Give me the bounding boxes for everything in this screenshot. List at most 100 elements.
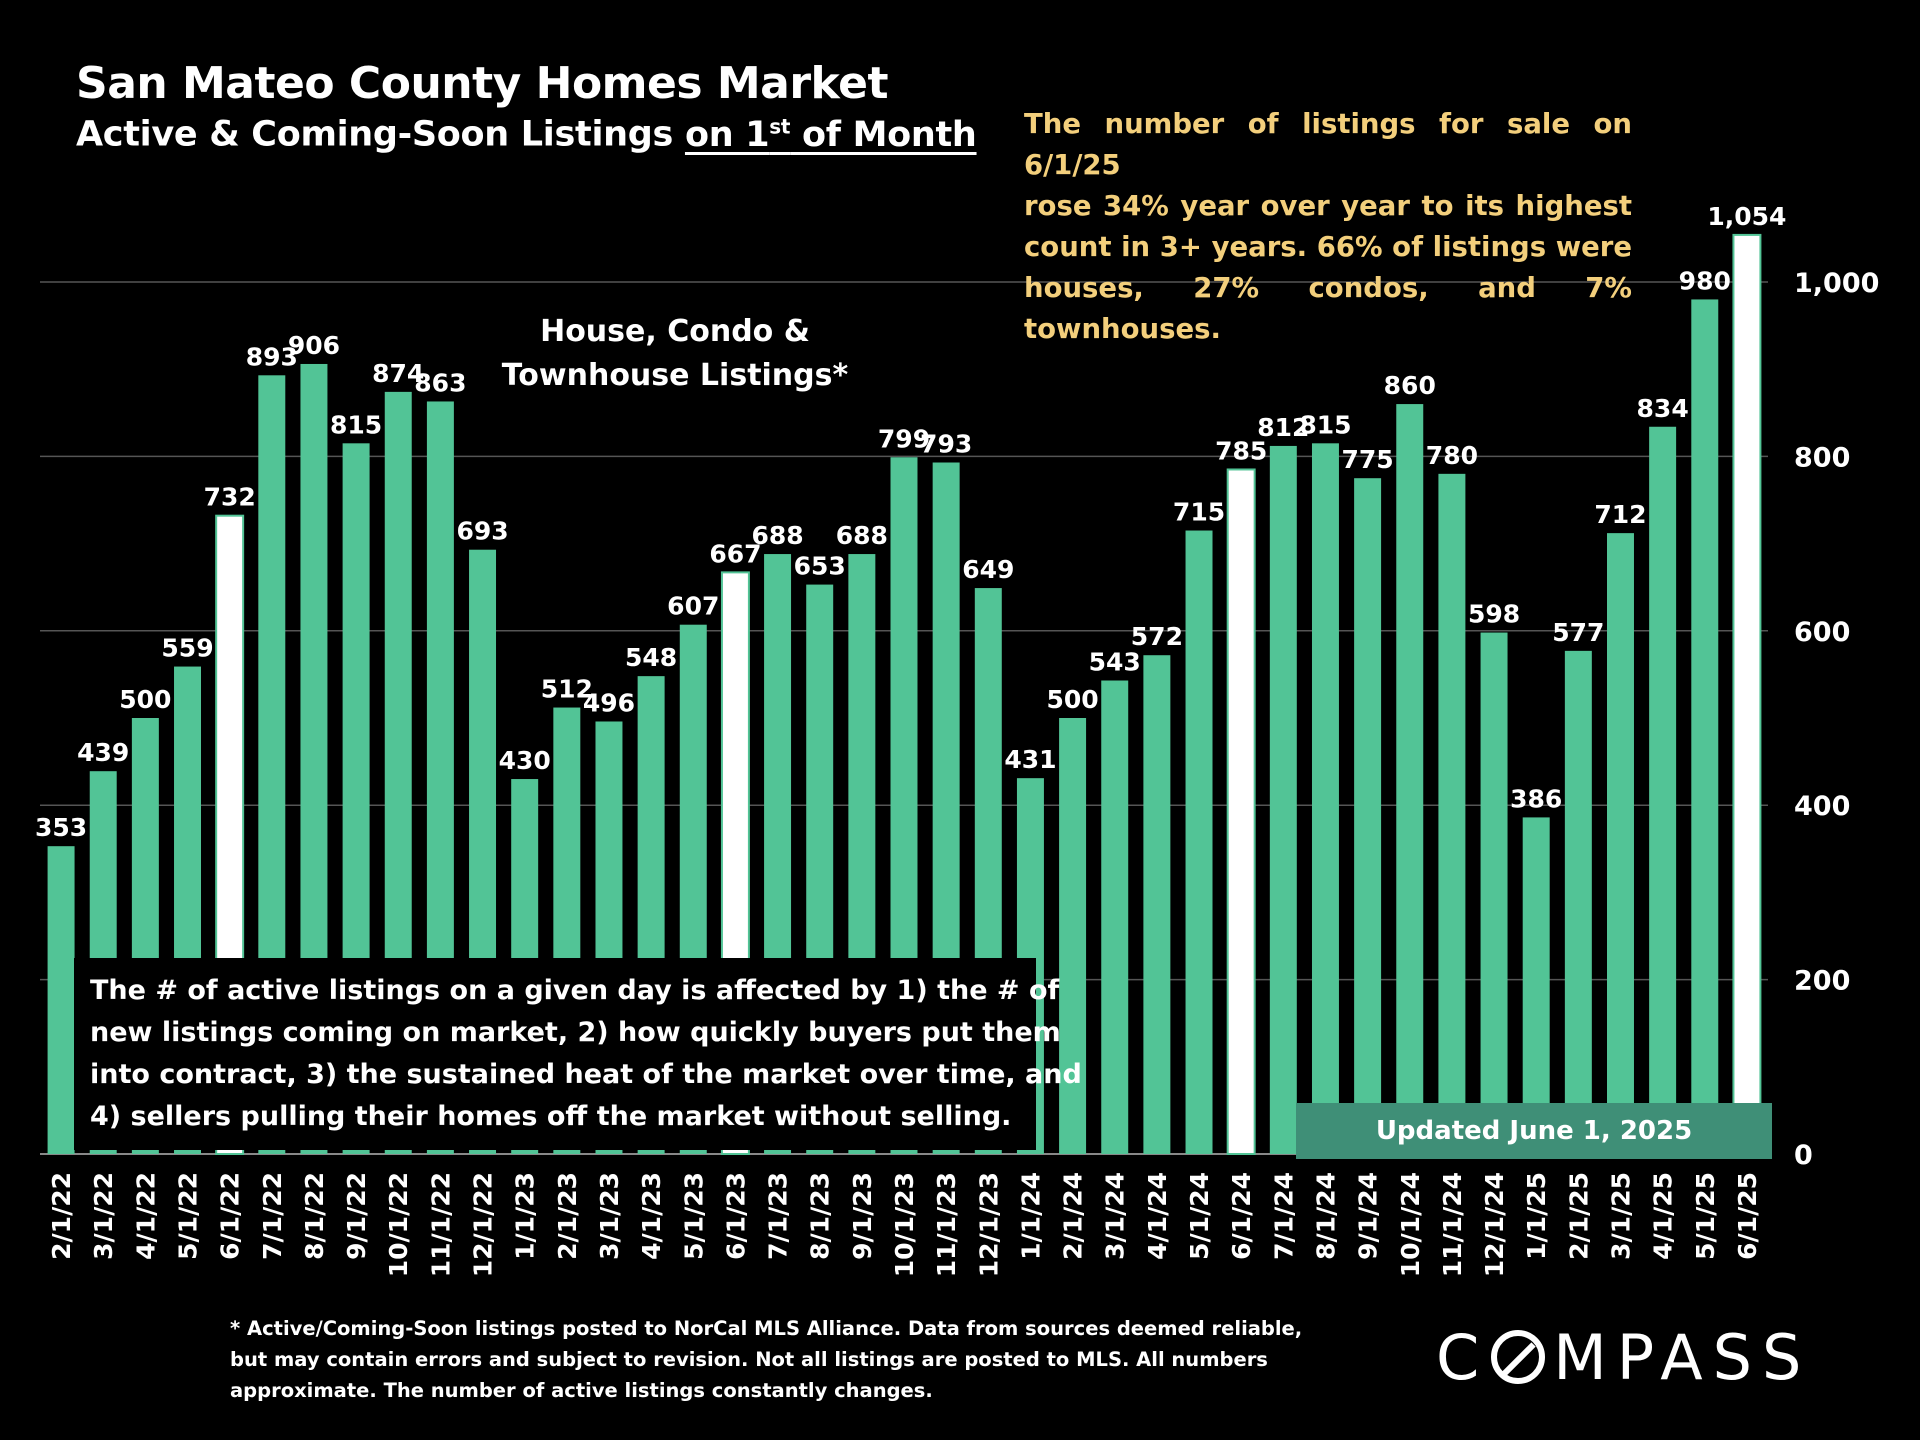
bar [1564, 650, 1592, 1154]
data-label: 667 [709, 539, 761, 568]
x-tick-label: 8/1/22 [300, 1172, 329, 1260]
data-label: 860 [1384, 371, 1436, 400]
subtitle-lead: Active & Coming-Soon Listings [76, 114, 685, 155]
bar [1101, 680, 1129, 1154]
data-label: 500 [119, 685, 171, 714]
bar [1226, 468, 1256, 1156]
data-label: 512 [541, 675, 593, 704]
x-tick-label: 3/1/24 [1101, 1172, 1130, 1260]
x-tick-label: 5/1/23 [679, 1172, 708, 1260]
x-tick-label: 6/1/24 [1227, 1172, 1256, 1260]
y-tick-label: 1,000 [1794, 268, 1879, 299]
subtitle-sup: st [769, 114, 791, 138]
callout-text: The number of listings for sale on 6/1/2… [1024, 104, 1632, 350]
bar [1396, 404, 1424, 1155]
data-label: 712 [1594, 500, 1646, 529]
callout-line: rose 34% year over year to its highest [1024, 190, 1632, 222]
x-tick-label: 3/1/23 [595, 1172, 624, 1260]
data-label: 598 [1468, 600, 1520, 629]
x-tick-label: 7/1/23 [764, 1172, 793, 1260]
data-label: 906 [288, 331, 340, 360]
y-tick-label: 200 [1794, 966, 1850, 997]
bar [1269, 445, 1297, 1154]
x-tick-label: 9/1/23 [848, 1172, 877, 1260]
logo-o-mark [1491, 1330, 1546, 1384]
bar [1143, 655, 1171, 1154]
data-label: 431 [1004, 745, 1056, 774]
series-label: House, Condo & Townhouse Listings* [480, 310, 870, 398]
data-label: 430 [499, 746, 551, 775]
x-tick-label: 2/1/22 [47, 1172, 76, 1260]
footnote-line: approximate. The number of active listin… [230, 1379, 933, 1402]
callout-line: count in 3+ years. 66% of listings were [1024, 231, 1632, 263]
x-tick-label: 1/1/24 [1016, 1172, 1045, 1260]
bar [1438, 473, 1466, 1155]
bar [47, 846, 75, 1154]
data-label: 793 [920, 430, 972, 459]
x-tick-label: 1/1/25 [1522, 1172, 1551, 1260]
x-tick-label: 7/1/24 [1269, 1172, 1298, 1260]
updated-badge: Updated June 1, 2025 [1296, 1103, 1772, 1159]
chart-title: San Mateo County Homes Market [76, 58, 889, 109]
x-tick-label: 2/1/24 [1059, 1172, 1088, 1260]
data-label: 799 [878, 424, 930, 453]
data-label: 775 [1342, 445, 1394, 474]
x-tick-label: 4/1/25 [1649, 1172, 1678, 1260]
data-label: 834 [1637, 394, 1689, 423]
data-label: 980 [1679, 266, 1731, 295]
x-tick-label: 6/1/23 [721, 1172, 750, 1260]
logo-text-end: MPASS [1553, 1320, 1812, 1394]
x-tick-label: 1/1/23 [511, 1172, 540, 1260]
compass-logo: C MPASS [1436, 1320, 1812, 1394]
subtitle-ul-text: on 1 [684, 114, 770, 155]
bar [1480, 632, 1508, 1154]
data-label: 543 [1089, 648, 1141, 677]
x-tick-label: 4/1/24 [1143, 1172, 1172, 1260]
x-tick-label: 12/1/23 [974, 1172, 1003, 1277]
x-tick-label: 7/1/22 [258, 1172, 287, 1260]
data-label: 649 [962, 555, 1014, 584]
data-label: 386 [1510, 784, 1562, 813]
data-label: 548 [625, 643, 677, 672]
data-label: 1,054 [1707, 202, 1786, 231]
footnote-line: but may contain errors and subject to re… [230, 1348, 1268, 1371]
bar [1649, 426, 1677, 1154]
x-tick-label: 9/1/22 [342, 1172, 371, 1260]
x-tick-label: 6/1/25 [1733, 1172, 1762, 1260]
x-tick-label: 5/1/25 [1691, 1172, 1720, 1260]
x-tick-label: 12/1/24 [1480, 1172, 1509, 1277]
y-axis-ticks: 0 200 400 600 800 1,000 [1794, 268, 1879, 1171]
x-tick-label: 6/1/22 [216, 1172, 245, 1260]
y-tick-label: 800 [1794, 442, 1850, 473]
data-label: 812 [1257, 413, 1309, 442]
data-label: 693 [456, 517, 508, 546]
x-tick-label: 3/1/22 [89, 1172, 118, 1260]
data-label: 607 [667, 592, 719, 621]
x-tick-label: 11/1/23 [932, 1172, 961, 1277]
data-label: 577 [1552, 618, 1604, 647]
callout-line: houses, 27% condos, and 7% townhouses. [1024, 272, 1632, 345]
chart-subtitle: Active & Coming-Soon Listings on 1st of … [76, 114, 977, 155]
y-tick-label: 0 [1794, 1140, 1813, 1171]
x-tick-label: 10/1/23 [890, 1172, 919, 1277]
data-label: 780 [1426, 441, 1478, 470]
bar [1354, 478, 1382, 1154]
data-label: 815 [1299, 410, 1351, 439]
data-label: 732 [204, 483, 256, 512]
x-tick-label: 4/1/22 [131, 1172, 160, 1260]
data-label: 496 [583, 688, 635, 717]
x-tick-label: 12/1/22 [469, 1172, 498, 1277]
logo-text-start: C [1436, 1320, 1490, 1394]
y-tick-label: 600 [1794, 617, 1850, 648]
info-line: new listings coming on market, 2) how qu… [90, 1017, 1061, 1048]
info-line: The # of active listings on a given day … [90, 975, 1060, 1006]
bar [1311, 443, 1339, 1154]
bar [1607, 533, 1634, 1154]
x-tick-label: 4/1/23 [637, 1172, 666, 1260]
series-label-line: House, Condo & [540, 314, 810, 349]
callout-line: The number of listings for sale on 6/1/2… [1024, 108, 1632, 181]
x-tick-label: 11/1/22 [426, 1172, 455, 1277]
data-label: 572 [1131, 622, 1183, 651]
data-label: 439 [77, 738, 129, 767]
